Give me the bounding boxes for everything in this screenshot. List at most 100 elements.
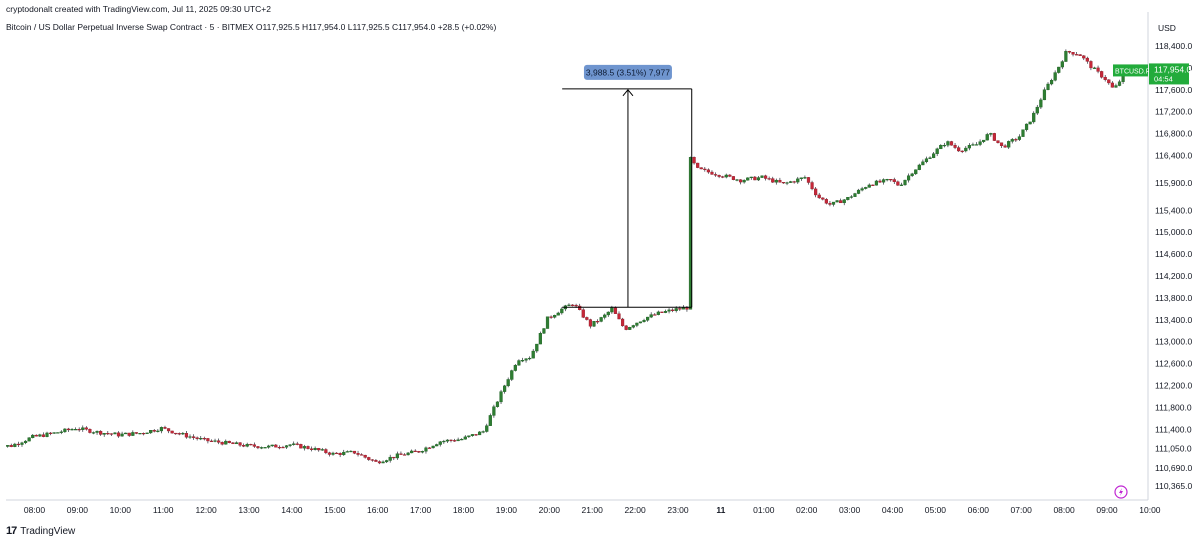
candle-body [831,201,836,205]
candle-body [356,453,360,455]
candle-body [1049,80,1054,85]
candle-body [141,433,146,435]
price-axis[interactable]: 118,400.0118,000.0117,600.0117,200.0116,… [1155,41,1192,491]
candle-body [874,180,879,186]
candle-body [88,428,92,433]
candle-body [159,427,164,432]
candle-body [442,440,446,443]
candle-body [270,444,274,447]
candle-body [842,199,846,204]
candle-body [789,181,793,183]
candle-body [1117,81,1122,86]
candle-body [638,321,643,324]
candle-body [592,321,596,327]
candle-body [1103,76,1107,80]
time-axis[interactable]: 08:00 09:00 10:00 11:00 12:00 13:00 14:00 15:00… [24,505,1161,515]
candle-body [588,319,593,327]
candle-body [120,433,124,437]
candle-body [957,147,961,152]
candle-body [31,434,35,438]
time-tick-label: 08:00 [1053,505,1075,515]
candle-body [349,450,353,453]
candle-body [492,406,496,416]
time-tick-label: 09:00 [1096,505,1118,515]
candle-body [753,176,757,181]
candle-body [267,445,271,448]
candle-body [206,438,210,442]
candle-body [792,181,796,183]
price-tick-label: 113,000.0 [1155,337,1192,347]
time-tick-label: 21:00 [582,505,604,515]
candle-body [138,433,142,435]
candle-body [1075,54,1079,56]
candle-body [767,178,771,180]
candle-body [16,443,21,446]
candle-body [1007,141,1011,148]
candle-body [95,430,99,433]
candle-body [549,316,553,318]
price-axis-currency: USD [1158,23,1176,33]
candle-body [799,177,803,180]
time-tick-label: 11:00 [153,505,174,515]
candle-body [1021,129,1025,137]
candle-body [914,169,918,175]
price-tick-label: 116,400.0 [1155,151,1192,161]
lightning-icon[interactable] [1114,485,1128,499]
candle-body [771,178,775,183]
price-tick-label: 117,200.0 [1155,107,1192,117]
candle-body [59,431,63,433]
time-tick-label: 07:00 [1011,505,1033,515]
candle-body [91,432,96,434]
price-tick-label: 115,900.0 [1155,178,1192,188]
time-tick-label: 17:00 [410,505,432,515]
candle-body [9,445,13,447]
candle-body [1042,89,1047,101]
candle-body [603,314,607,318]
candle-body [631,325,635,328]
candle-body [474,434,478,436]
candle-body [728,174,732,177]
candle-body [610,307,614,313]
price-tick-label: 112,200.0 [1155,381,1192,391]
candle-body [971,144,975,146]
candle-body [660,311,664,313]
tradingview-brand: TradingView [20,525,76,537]
candle-body [302,446,307,449]
candle-body [342,451,346,455]
candle-body [982,139,986,142]
candle-body [309,448,314,450]
candle-body [846,197,850,200]
candle-body [234,442,239,445]
candle-body [292,443,296,445]
price-tick-label: 116,800.0 [1155,129,1192,139]
candle-body [763,175,768,179]
candle-body [45,432,49,437]
candle-body [871,184,875,186]
candle-body [1092,67,1097,69]
symbol-legend[interactable]: Bitcoin / US Dollar Perpetual Inverse Sw… [6,22,497,32]
candle-body [892,179,896,182]
candle-body [56,432,60,434]
price-tick-label: 111,050.0 [1155,443,1192,453]
time-tick-label: 04:00 [882,505,904,515]
candle-body [814,188,818,196]
candle-body [721,176,725,178]
time-tick-label: 03:00 [839,505,861,515]
candle-body [906,175,911,181]
measure-annotation[interactable]: 3,988.5 (3.51%) 7,977 [562,64,693,308]
candle-body [781,182,786,184]
candle-body [964,147,968,152]
candle-body [760,175,764,178]
candle-body [1067,51,1072,53]
candle-body [1010,139,1014,142]
candle-body [23,440,28,444]
candle-body [542,328,546,334]
candle-body [513,364,517,371]
candle-body [717,174,721,177]
candle-body [624,325,628,330]
candle-body [424,447,428,452]
candle-body [313,448,317,450]
candle-body [896,181,900,186]
candle-body [20,442,24,445]
